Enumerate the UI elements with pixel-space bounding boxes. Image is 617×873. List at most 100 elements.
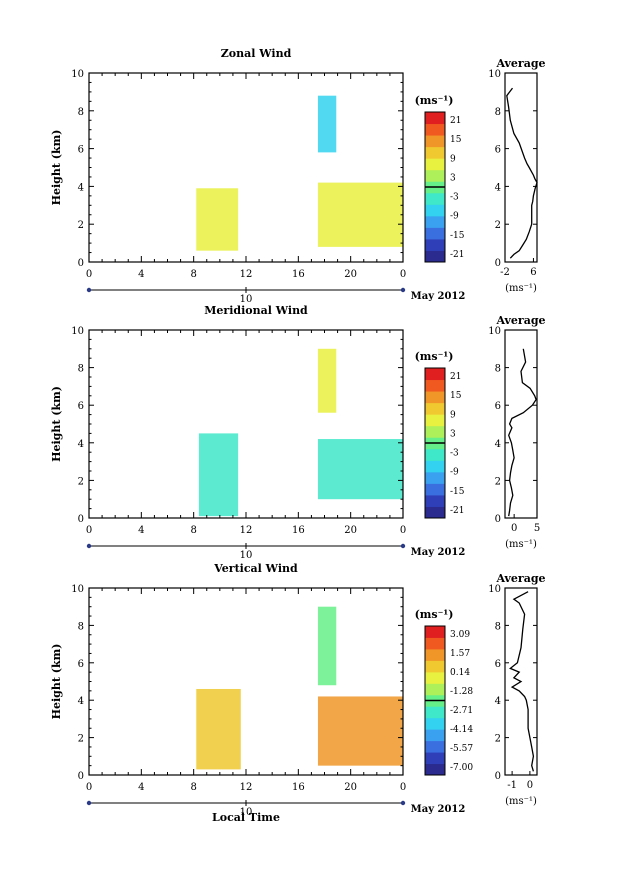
colorbar-swatch <box>425 425 445 438</box>
y-tick-label: 8 <box>78 364 84 375</box>
x-tick-label: 12 <box>240 782 253 793</box>
colorbar-tick-label: -3 <box>450 193 459 203</box>
colorbar-tick-label: 3.09 <box>450 630 470 640</box>
x-tick-label: 0 <box>86 269 92 280</box>
y-tick-label: 10 <box>71 584 84 595</box>
x-tick-label: 16 <box>292 269 305 280</box>
colorbar-swatch <box>425 414 445 427</box>
colorbar-tick-label: 0.14 <box>450 668 470 678</box>
colorbar-swatch <box>425 460 445 473</box>
x-tick-label: 8 <box>190 269 196 280</box>
average-y-tick-label: 0 <box>495 771 501 782</box>
average-y-tick-label: 10 <box>488 326 501 337</box>
x-tick-label: 4 <box>138 782 144 793</box>
average-y-tick-label: 0 <box>495 514 501 525</box>
colorbar-swatch <box>425 192 445 205</box>
x-tick-label: 4 <box>138 525 144 536</box>
average-y-tick-label: 10 <box>488 584 501 595</box>
x-tick-label: 4 <box>138 269 144 280</box>
colorbar-swatch <box>425 706 445 719</box>
average-x-tick-label: -2 <box>500 267 510 278</box>
colorbar-tick-label: 15 <box>450 391 462 401</box>
x-tick-label: 16 <box>292 525 305 536</box>
y-tick-label: 4 <box>78 182 84 193</box>
colorbar-swatch <box>425 250 445 263</box>
day-label: 10 <box>240 294 253 305</box>
colorbar-swatch <box>425 112 445 125</box>
colorbar-swatch <box>425 169 445 182</box>
average-y-tick-label: 8 <box>495 107 501 118</box>
average-y-tick-label: 2 <box>495 220 501 231</box>
colorbar-swatch <box>425 146 445 159</box>
colorbar-tick-label: -9 <box>450 468 459 478</box>
date-label: May 2012 <box>411 804 466 815</box>
average-y-tick-label: 10 <box>488 69 501 80</box>
colorbar-tick-label: -21 <box>450 506 465 516</box>
colorbar-swatch <box>425 637 445 650</box>
colorbar-swatch <box>425 402 445 415</box>
average-title: Average <box>495 57 545 70</box>
colorbar-tick-label: -2.71 <box>450 706 473 716</box>
colorbar-swatch <box>425 471 445 484</box>
average-y-tick-label: 4 <box>495 696 501 707</box>
y-axis-label: Height (km) <box>50 386 63 462</box>
average-title: Average <box>495 572 545 585</box>
y-tick-label: 6 <box>78 401 84 412</box>
day-label: 10 <box>240 550 253 561</box>
colorbar-tick-label: 9 <box>450 410 456 420</box>
day-axis-start-dot <box>86 543 92 549</box>
data-block-3 <box>317 182 403 247</box>
average-profile-line <box>508 348 537 517</box>
colorbar-swatch <box>425 740 445 753</box>
colorbar-tick-label: -15 <box>450 487 465 497</box>
data-block-2 <box>317 95 337 153</box>
x-tick-label: 12 <box>240 269 253 280</box>
colorbar-unit: (ms⁻¹) <box>415 350 454 363</box>
y-tick-label: 2 <box>78 734 84 745</box>
colorbar-swatch <box>425 683 445 696</box>
colorbar-tick-label: -21 <box>450 250 465 260</box>
day-axis-start-dot <box>86 287 92 293</box>
panel-title: Vertical Wind <box>213 562 298 575</box>
colorbar-tick-label: 3 <box>450 173 456 183</box>
data-block-3 <box>317 696 403 766</box>
colorbar-tick-label: 9 <box>450 154 456 164</box>
y-tick-label: 8 <box>78 621 84 632</box>
average-x-tick-label: -1 <box>507 780 517 791</box>
x-tick-label: 8 <box>190 782 196 793</box>
average-y-tick-label: 0 <box>495 258 501 269</box>
y-tick-label: 10 <box>71 326 84 337</box>
data-block-1 <box>196 688 241 770</box>
average-y-tick-label: 2 <box>495 734 501 745</box>
average-profile-line <box>506 87 538 259</box>
data-block-2 <box>317 606 337 686</box>
colorbar-tick-label: 15 <box>450 135 462 145</box>
average-y-tick-label: 6 <box>495 659 501 670</box>
average-y-tick-label: 4 <box>495 182 501 193</box>
y-tick-label: 0 <box>78 771 84 782</box>
average-profile-line <box>509 591 535 772</box>
y-tick-label: 6 <box>78 659 84 670</box>
colorbar-tick-label: -15 <box>450 231 465 241</box>
average-x-label: (ms⁻¹) <box>505 539 537 550</box>
colorbar-swatch <box>425 660 445 673</box>
average-frame <box>504 329 538 519</box>
colorbar-swatch <box>425 215 445 228</box>
colorbar-swatch <box>425 671 445 684</box>
average-frame <box>504 72 538 263</box>
day-axis-end-dot <box>400 543 406 549</box>
y-tick-label: 2 <box>78 476 84 487</box>
colorbar-unit: (ms⁻¹) <box>415 94 454 107</box>
colorbar-swatch <box>425 729 445 742</box>
colorbar-tick-label: -3 <box>450 449 459 459</box>
y-axis-label: Height (km) <box>50 644 63 720</box>
average-x-label: (ms⁻¹) <box>505 796 537 807</box>
colorbar-swatch <box>425 391 445 404</box>
day-axis-start-dot <box>86 800 92 806</box>
y-tick-label: 4 <box>78 696 84 707</box>
average-y-tick-label: 8 <box>495 364 501 375</box>
colorbar-swatch <box>425 494 445 507</box>
average-x-tick-label: 0 <box>511 523 517 534</box>
